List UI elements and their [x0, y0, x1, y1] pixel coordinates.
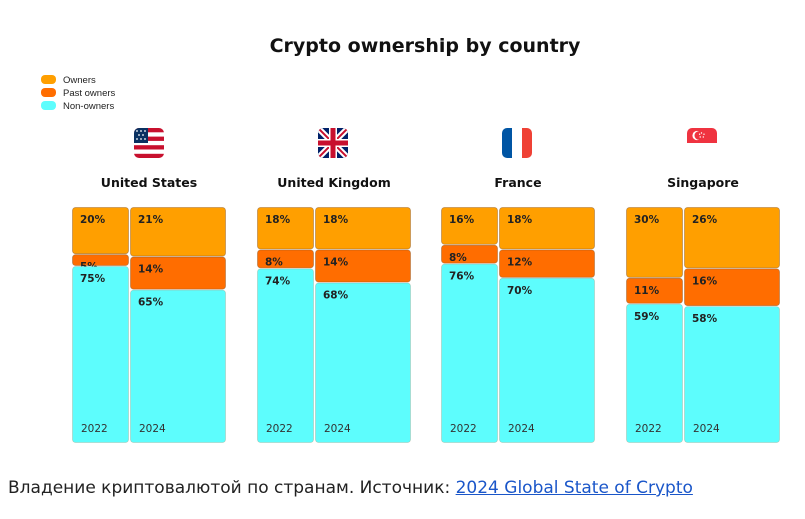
year-label-united-kingdom-2022: 2022: [266, 423, 293, 435]
legend-label-owners: Owners: [63, 75, 96, 86]
chart: Crypto ownership by country Owners Past …: [41, 35, 780, 443]
bar-france-2024-past-owners: [499, 249, 595, 278]
bar-france-2024-non-owners: [499, 277, 595, 443]
year-label-singapore-2022: 2022: [635, 423, 662, 435]
bar-united-states-2024-owners: [130, 207, 226, 257]
country-label-united-states: United States: [101, 175, 197, 190]
year-label-singapore-2024: 2024: [693, 423, 720, 435]
bar-united-kingdom-2024-non-owners: [315, 282, 411, 443]
data-label-france-2024-non-owners: 70%: [507, 285, 533, 297]
bar-united-states-2022-past-owners: [72, 254, 129, 266]
bar-singapore-2024-past-owners: [684, 268, 780, 307]
bar-united-states-2024-non-owners: [130, 289, 226, 443]
year-label-united-states-2024: 2024: [139, 423, 166, 435]
data-label-united-states-2024-owners: 21%: [138, 214, 164, 226]
bar-singapore-2022-non-owners: [626, 303, 683, 443]
france-flag-icon: [502, 128, 532, 158]
data-label-united-states-2022-owners: 20%: [80, 214, 106, 226]
data-label-united-kingdom-2024-non-owners: 68%: [323, 290, 349, 302]
bar-united-kingdom-2022-past-owners: [257, 249, 314, 269]
bar-united-states-2022-non-owners: [72, 266, 129, 443]
data-label-france-2022-past-owners: 8%: [449, 252, 467, 264]
data-label-singapore-2022-owners: 30%: [634, 214, 660, 226]
legend-label-non-owners: Non-owners: [63, 101, 114, 112]
year-label-united-states-2022: 2022: [81, 423, 108, 435]
data-label-united-states-2022-non-owners: 75%: [80, 273, 106, 285]
year-label-united-kingdom-2024: 2024: [324, 423, 351, 435]
data-label-singapore-2022-non-owners: 59%: [634, 311, 660, 323]
bar-france-2022-past-owners: [441, 244, 498, 264]
figure-caption: Владение криптовалютой по странам. Источ…: [8, 478, 693, 498]
uk-flag-icon: [318, 128, 348, 158]
bar-singapore-2024-non-owners: [684, 306, 780, 443]
bar-united-kingdom-2024-past-owners: [315, 249, 411, 283]
legend-swatch-non-owners: [41, 101, 56, 110]
data-label-france-2022-non-owners: 76%: [449, 271, 475, 283]
data-label-united-states-2024-past-owners: 14%: [138, 264, 164, 276]
data-label-singapore-2024-owners: 26%: [692, 214, 718, 226]
data-label-united-states-2024-non-owners: 65%: [138, 297, 164, 309]
bar-france-2022-non-owners: [441, 263, 498, 443]
bar-france-2024-owners: [499, 207, 595, 250]
country-label-united-kingdom: United Kingdom: [277, 175, 390, 190]
data-label-france-2024-past-owners: 12%: [507, 256, 533, 268]
legend: Owners Past owners Non-owners: [41, 75, 116, 112]
bar-singapore-2024-owners: [684, 207, 780, 269]
plot-area: 20%5%75%202221%14%65%202418%8%74%202218%…: [72, 207, 780, 443]
data-label-singapore-2024-non-owners: 58%: [692, 313, 718, 325]
source-link[interactable]: 2024 Global State of Crypto: [455, 478, 693, 498]
data-label-singapore-2022-past-owners: 11%: [634, 285, 660, 297]
data-label-united-kingdom-2024-past-owners: 14%: [323, 256, 349, 268]
legend-swatch-past-owners: [41, 88, 56, 97]
data-label-united-kingdom-2022-past-owners: 8%: [265, 256, 283, 268]
data-label-united-kingdom-2022-owners: 18%: [265, 214, 291, 226]
legend-swatch-owners: [41, 75, 56, 84]
bar-singapore-2022-past-owners: [626, 277, 683, 304]
legend-label-past-owners: Past owners: [63, 88, 116, 99]
chart-title: Crypto ownership by country: [270, 35, 581, 57]
country-label-singapore: Singapore: [667, 175, 739, 190]
singapore-flag-icon: [687, 128, 717, 158]
bar-united-states-2022-owners: [72, 207, 129, 255]
data-label-france-2024-owners: 18%: [507, 214, 533, 226]
bar-france-2022-owners: [441, 207, 498, 245]
year-label-france-2022: 2022: [450, 423, 477, 435]
country-label-france: France: [494, 175, 541, 190]
data-label-united-kingdom-2022-non-owners: 74%: [265, 275, 291, 287]
country-labels: United States United Kingdom France Singapo…: [101, 175, 739, 190]
us-flag-icon: [134, 128, 164, 158]
bar-singapore-2022-owners: [626, 207, 683, 278]
bar-united-kingdom-2022-owners: [257, 207, 314, 250]
caption-text: Владение криптовалютой по странам. Источ…: [8, 478, 456, 498]
data-label-united-kingdom-2024-owners: 18%: [323, 214, 349, 226]
bar-united-kingdom-2024-owners: [315, 207, 411, 250]
data-label-singapore-2024-past-owners: 16%: [692, 275, 718, 287]
data-label-france-2022-owners: 16%: [449, 214, 475, 226]
bar-united-kingdom-2022-non-owners: [257, 268, 314, 443]
bar-united-states-2024-past-owners: [130, 256, 226, 290]
year-label-france-2024: 2024: [508, 423, 535, 435]
